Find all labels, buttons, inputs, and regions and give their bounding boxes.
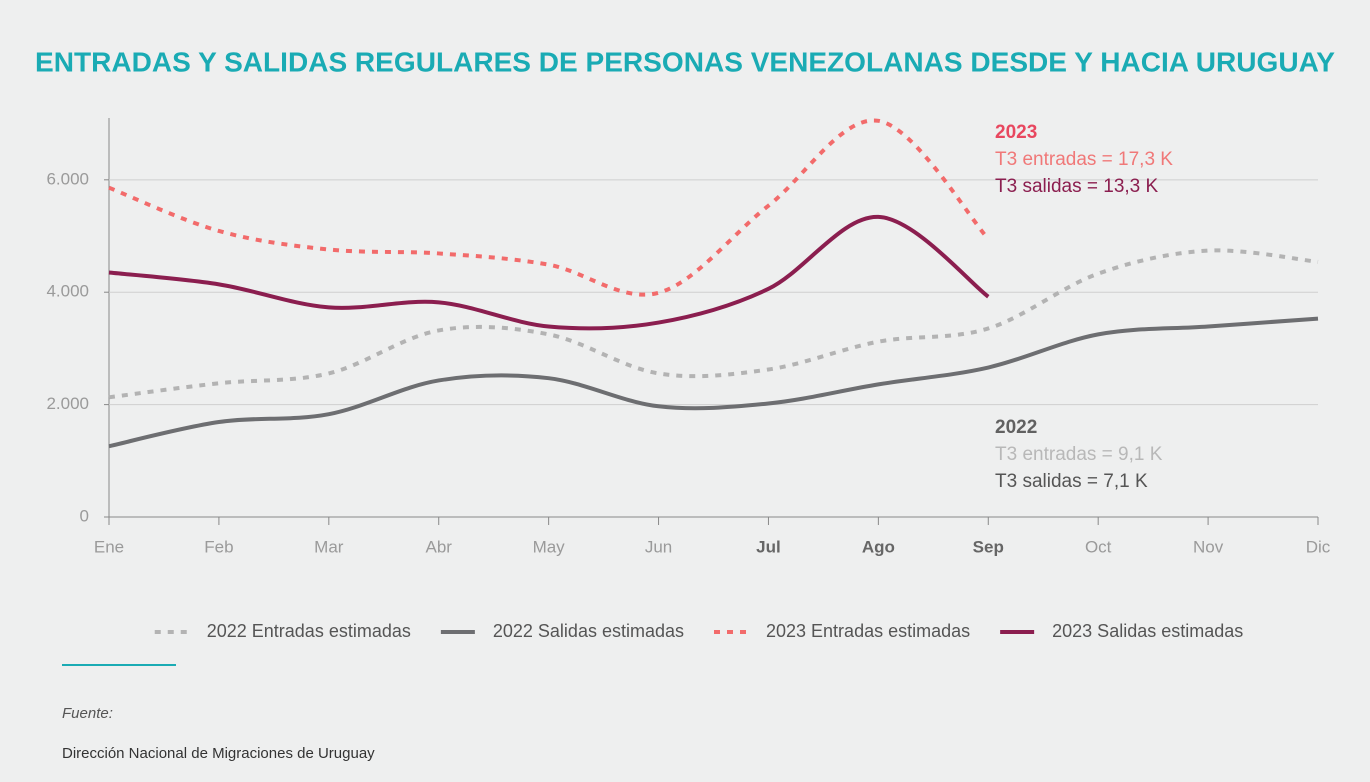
y-tick-label: 0 (80, 506, 89, 525)
x-tick-label: May (533, 537, 566, 556)
x-tick-label: Sep (973, 537, 1004, 556)
chart-title: ENTRADAS Y SALIDAS REGULARES DE PERSONAS… (35, 46, 1335, 77)
series-line (108, 248, 1319, 400)
annotation-title: 2022 (995, 417, 1037, 438)
x-tick-label: Nov (1193, 537, 1224, 556)
y-tick-label: 6.000 (46, 169, 89, 188)
series-line (108, 214, 990, 331)
y-tick-label: 2.000 (46, 394, 89, 413)
y-tick-label: 4.000 (46, 282, 89, 301)
source-label: Fuente: (62, 705, 113, 722)
x-tick-label: Ago (862, 537, 895, 556)
series-line (108, 118, 990, 297)
legend-label: 2023 Salidas estimadas (1052, 621, 1243, 641)
x-tick-label: Abr (425, 537, 452, 556)
x-tick-label: Mar (314, 537, 344, 556)
x-tick-label: Jul (756, 537, 781, 556)
annotation-text: T3 salidas = 13,3 K (995, 176, 1159, 197)
x-tick-label: Jun (645, 537, 672, 556)
annotation-text: T3 entradas = 9,1 K (995, 444, 1163, 465)
annotation-text: T3 salidas = 7,1 K (995, 471, 1148, 492)
x-tick-label: Feb (204, 537, 233, 556)
legend: 2022 Entradas estimadas 2022 Salidas esti… (154, 621, 1243, 641)
x-tick-label: Ene (94, 537, 124, 556)
annotation-text: T3 entradas = 17,3 K (995, 149, 1173, 170)
legend-label: 2022 Entradas estimadas (207, 621, 411, 641)
source: Dirección Nacional de Migraciones de Uru… (62, 745, 375, 762)
annotation-title: 2023 (995, 122, 1037, 143)
x-tick-label: Oct (1085, 537, 1112, 556)
series-line (108, 316, 1319, 449)
legend-label: 2023 Entradas estimadas (766, 621, 970, 641)
legend-label: 2022 Salidas estimadas (493, 621, 684, 641)
x-tick-label: Dic (1306, 537, 1331, 556)
